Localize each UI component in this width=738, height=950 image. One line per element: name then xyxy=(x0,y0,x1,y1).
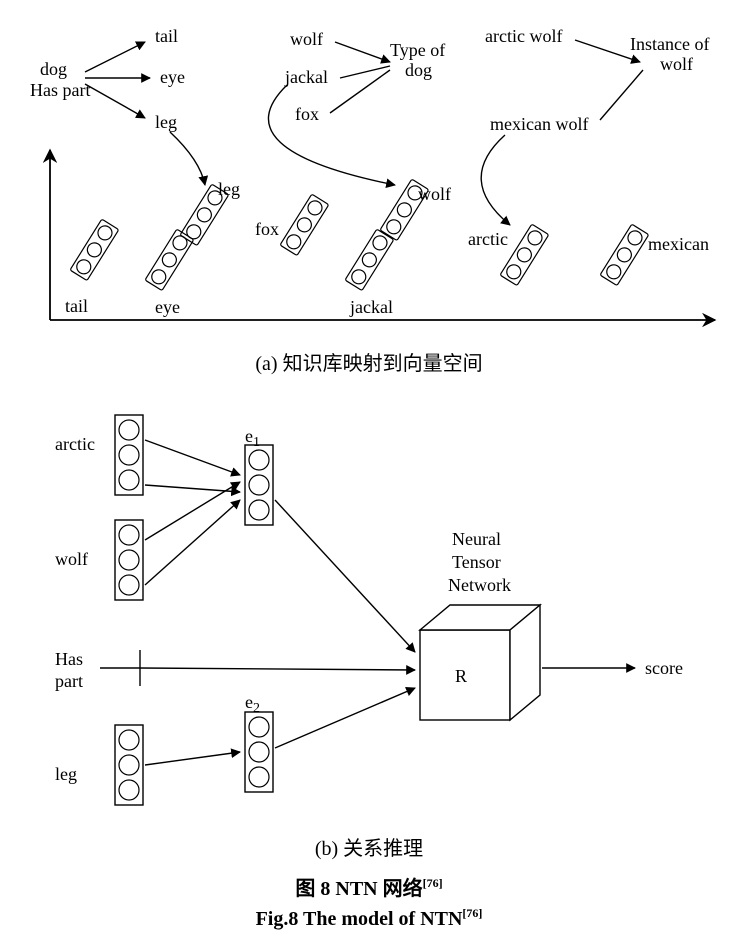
vec-fox xyxy=(280,194,329,255)
veclabel-mexican: mexican xyxy=(648,234,709,254)
label-wolf-src: wolf xyxy=(290,29,323,49)
label-dog: dog xyxy=(40,59,67,79)
vec-mexican xyxy=(600,224,649,285)
label-arcticwolf: arctic wolf xyxy=(485,26,562,46)
cube-R: R xyxy=(455,666,467,686)
label-jackal-src: jackal xyxy=(284,67,328,87)
ntn-cube: R xyxy=(420,605,540,720)
label-typeof: Type of xyxy=(390,40,445,60)
fig-caption-cn: 图 8 NTN 网络[76] xyxy=(295,876,442,900)
label-score: score xyxy=(645,658,683,678)
ntn-label2: Tensor xyxy=(452,552,501,572)
label-typeof2: dog xyxy=(405,60,432,80)
veclabel-arctic: arctic xyxy=(468,229,508,249)
label-mexicanwolf: mexican wolf xyxy=(490,114,588,134)
b-label-arctic: arctic xyxy=(55,434,95,454)
caption-a: (a) 知识库映射到向量空间 xyxy=(255,352,482,375)
b-label-leg: leg xyxy=(55,764,77,784)
label-haspart: Has part xyxy=(30,80,90,100)
curve-mex xyxy=(481,135,510,225)
label-leg: leg xyxy=(155,112,177,132)
fig-caption-en: Fig.8 The model of NTN[76] xyxy=(256,906,483,930)
vec-tail xyxy=(70,219,119,280)
vec-jackal xyxy=(345,229,394,290)
veclabel-wolf: wolf xyxy=(418,184,451,204)
label-tail: tail xyxy=(155,26,178,46)
label-instanceof: Instance of xyxy=(630,34,709,54)
label-fox-src: fox xyxy=(295,104,319,124)
b-label-e1: e1 xyxy=(245,426,260,450)
veclabel-tail: tail xyxy=(65,296,88,316)
label-instanceof2: wolf xyxy=(660,54,693,74)
label-eye: eye xyxy=(160,67,185,87)
part-a: dog Has part tail eye leg wolf jackal fo… xyxy=(30,26,715,375)
veclabel-leg: leg xyxy=(218,179,240,199)
part-b: arctic wolf Has part leg e1 e2 xyxy=(55,415,683,860)
b-label-haspart1: Has xyxy=(55,649,83,669)
ntn-label1: Neural xyxy=(452,529,501,549)
veclabel-jackal: jackal xyxy=(349,297,393,317)
caption-b: (b) 关系推理 xyxy=(315,837,423,860)
ntn-label3: Network xyxy=(448,575,511,595)
veclabel-fox: fox xyxy=(255,219,279,239)
veclabel-eye: eye xyxy=(155,297,180,317)
b-label-haspart2: part xyxy=(55,671,83,691)
curve-jackal xyxy=(268,85,395,185)
curve-leg xyxy=(170,132,205,185)
b-label-wolf: wolf xyxy=(55,549,88,569)
